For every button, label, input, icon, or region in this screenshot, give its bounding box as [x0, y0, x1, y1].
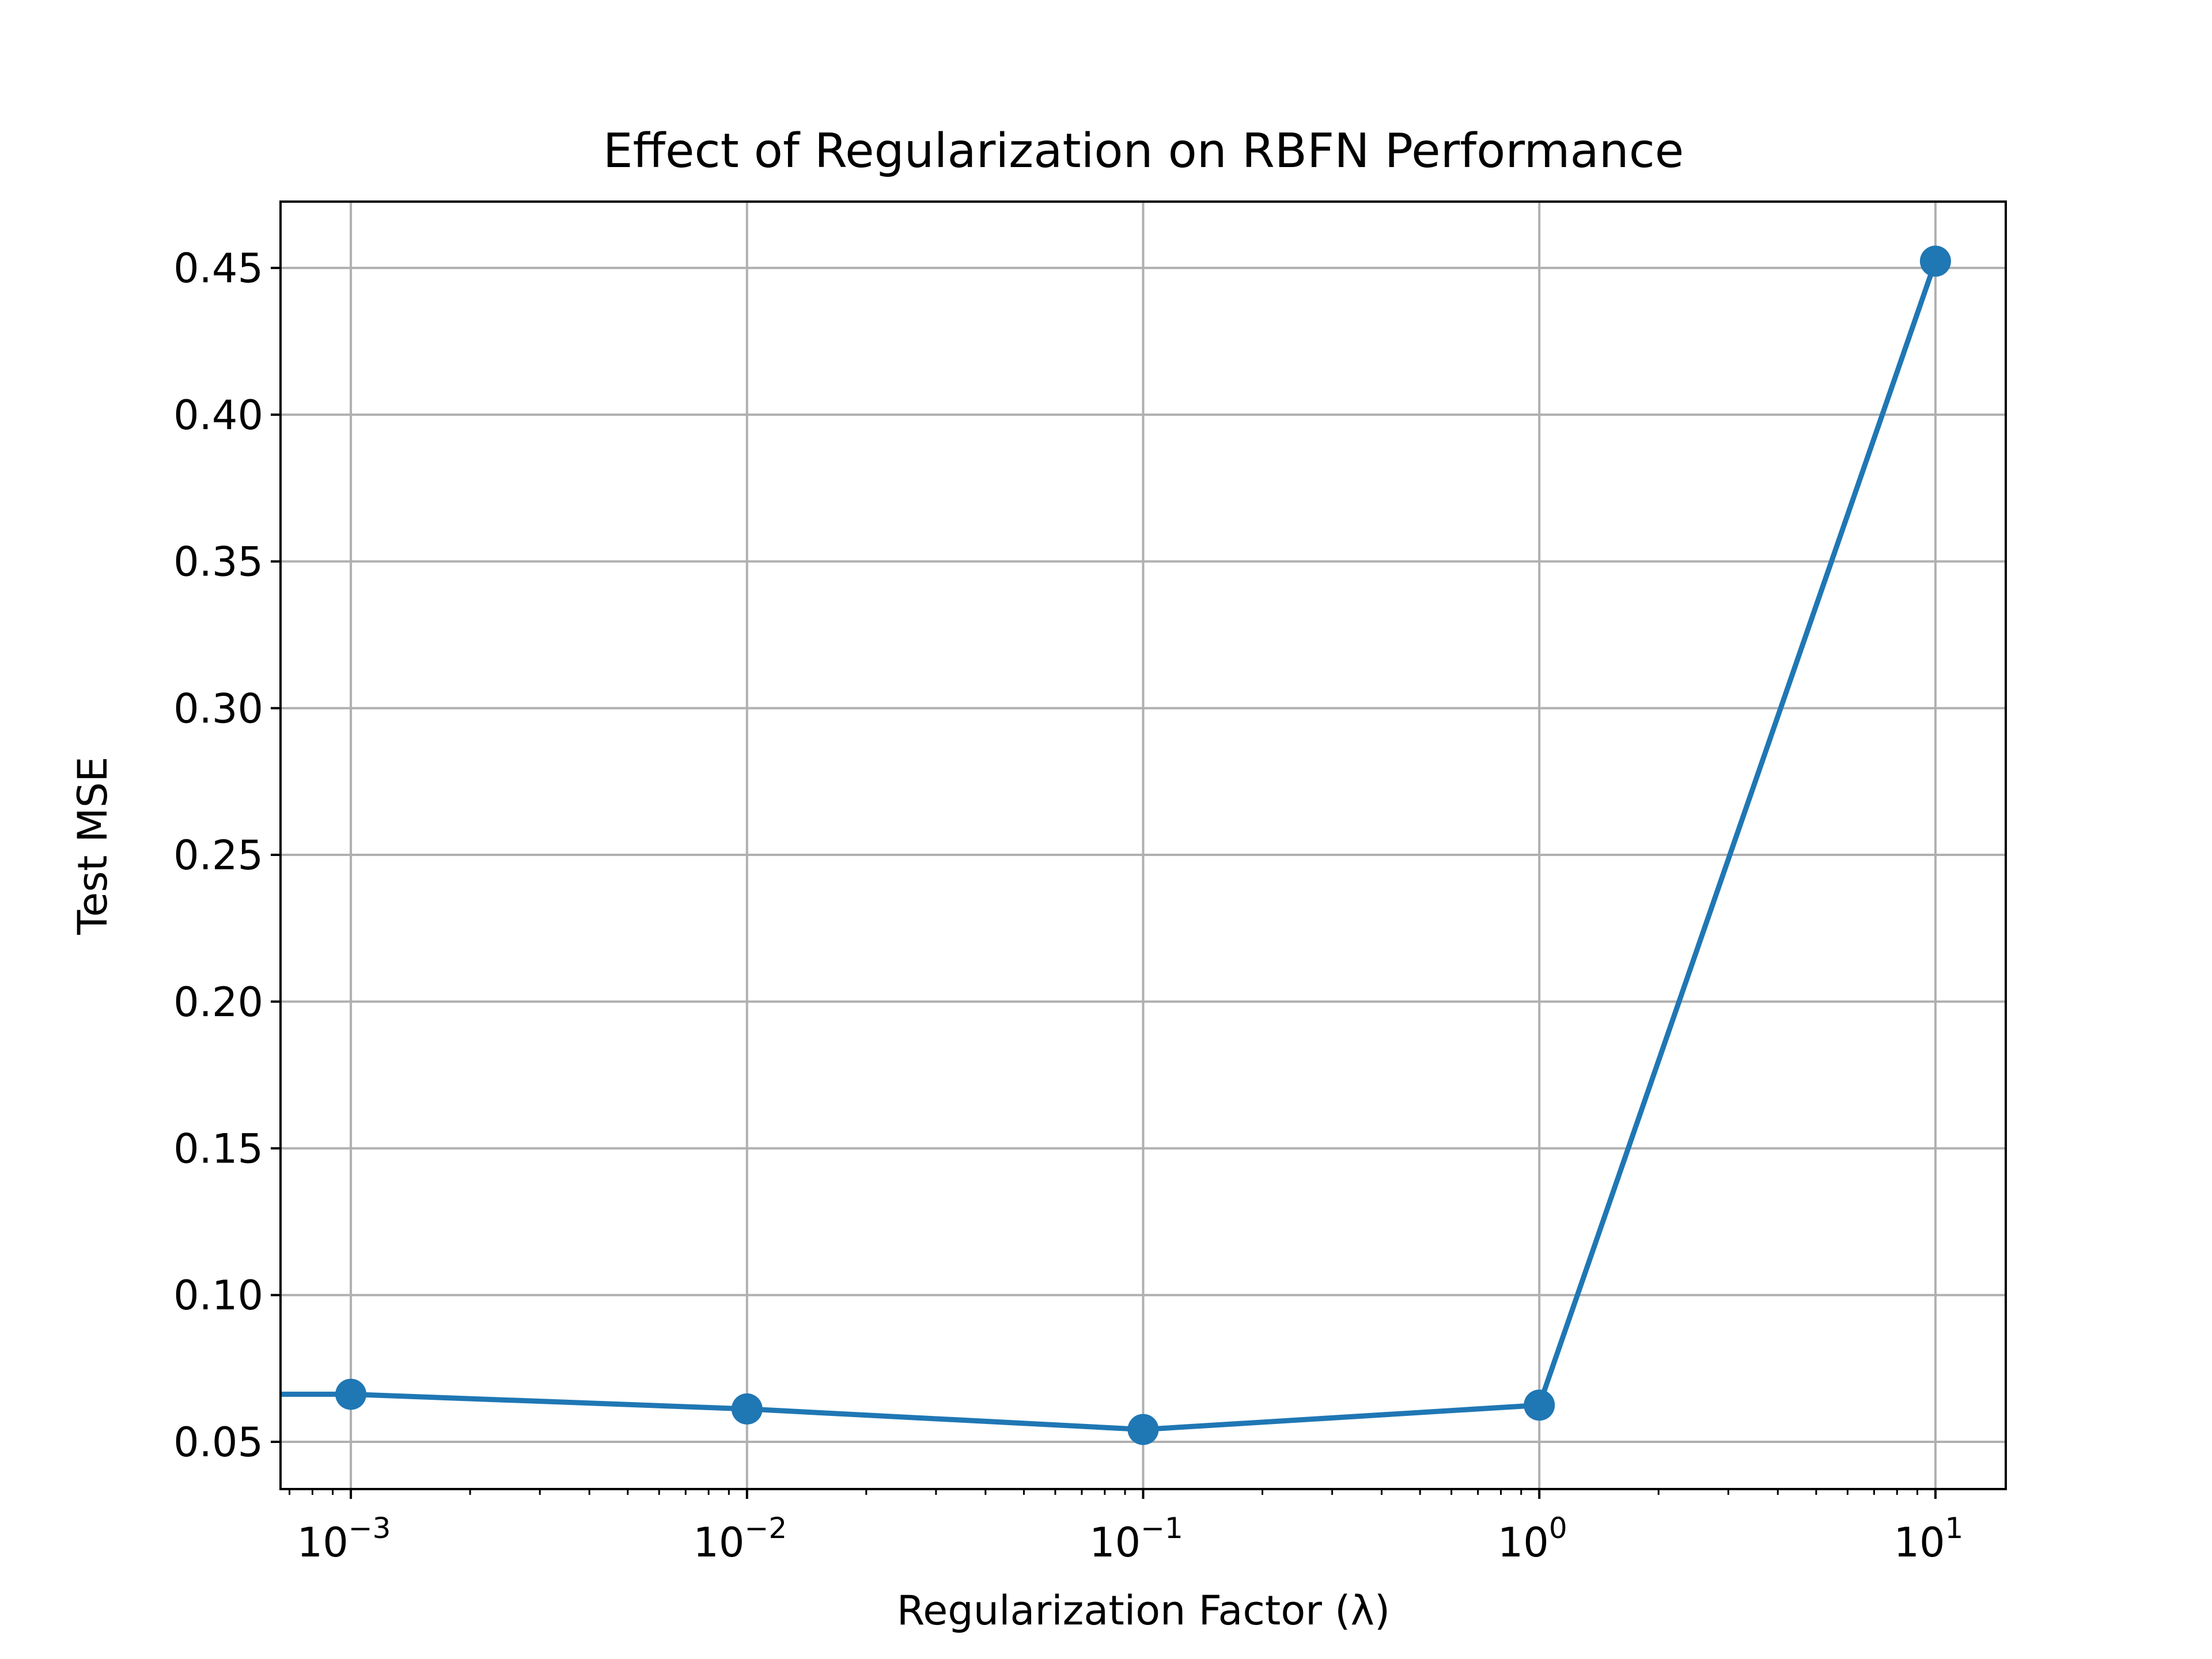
x-tick-base: 10 [297, 1519, 349, 1566]
data-point [1127, 1414, 1159, 1445]
data-point [1919, 245, 1951, 277]
x-tick-exponent: −3 [349, 1512, 391, 1545]
y-tick-label: 0.10 [173, 1272, 263, 1319]
x-tick-exponent: 0 [1549, 1512, 1567, 1545]
x-tick-label: 10−3 [297, 1512, 391, 1566]
data-point [731, 1393, 763, 1425]
data-point [1524, 1389, 1555, 1421]
x-tick-exponent: −1 [1141, 1512, 1183, 1545]
series-layer [281, 245, 1951, 1445]
minor-tick-layer [289, 1489, 1918, 1495]
y-tick-label: 0.40 [173, 392, 263, 439]
x-tick-base: 10 [693, 1519, 744, 1566]
y-tick-label: 0.35 [173, 539, 263, 586]
grid-layer [281, 202, 2006, 1489]
x-tick-layer: 10−3 10−2 10−1 100 101 [297, 1489, 1963, 1566]
data-point [335, 1378, 367, 1410]
x-tick-exponent: −2 [744, 1512, 787, 1545]
y-tick-layer: 0.05 0.10 0.15 0.20 0.25 0.30 0.35 0.40 0.45 [173, 245, 281, 1466]
x-tick-base: 10 [1498, 1519, 1549, 1566]
x-tick-label: 100 [1498, 1512, 1567, 1566]
x-axis-label: Regularization Factor (λ) [897, 1587, 1390, 1634]
y-tick-label: 0.45 [173, 245, 263, 292]
x-tick-label: 10−1 [1089, 1512, 1183, 1566]
x-tick-exponent: 1 [1945, 1512, 1964, 1545]
y-tick-label: 0.20 [173, 979, 263, 1026]
y-tick-label: 0.15 [173, 1126, 263, 1173]
series-line [281, 260, 1938, 1433]
chart-title: Effect of Regularization on RBFN Perform… [603, 124, 1684, 179]
y-tick-label: 0.05 [173, 1419, 263, 1466]
y-tick-label: 0.30 [173, 685, 263, 732]
x-tick-label: 101 [1893, 1512, 1963, 1566]
x-tick-base: 10 [1893, 1519, 1945, 1566]
x-tick-base: 10 [1089, 1519, 1141, 1566]
y-axis-label: Test MSE [69, 756, 116, 935]
y-tick-label: 0.25 [173, 832, 263, 879]
x-tick-label: 10−2 [693, 1512, 787, 1566]
